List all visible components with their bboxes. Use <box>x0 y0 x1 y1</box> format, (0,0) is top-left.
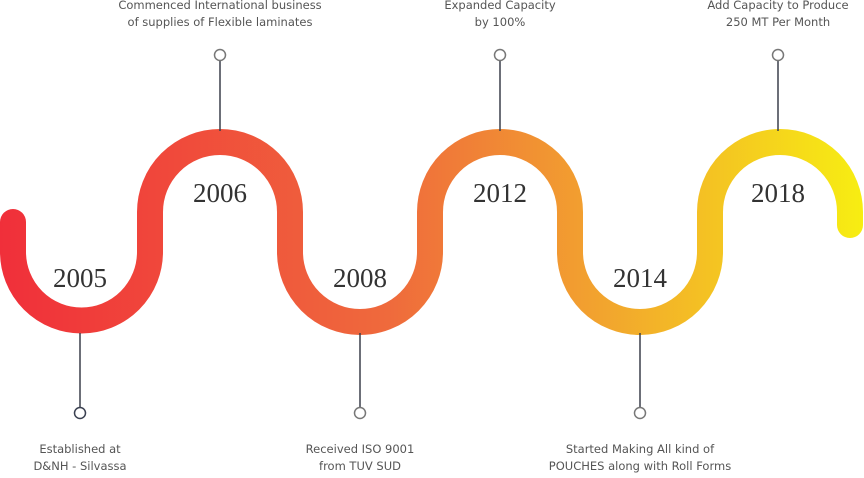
year-label: 2012 <box>473 178 527 208</box>
milestone-text: of supplies of Flexible laminates <box>128 15 313 29</box>
milestone-text: Commenced International business <box>118 0 321 12</box>
milestone-text: Started Making All kind of <box>566 442 715 456</box>
milestone-text: 250 MT Per Month <box>726 15 830 29</box>
year-label: 2018 <box>751 178 805 208</box>
milestone-text: Expanded Capacity <box>444 0 555 12</box>
node-dot <box>493 48 507 62</box>
milestone-text: POUCHES along with Roll Forms <box>549 459 731 473</box>
milestone-text: Established at <box>39 442 121 456</box>
year-label: 2008 <box>333 263 387 293</box>
node-dot <box>213 48 227 62</box>
milestone-text: Received ISO 9001 <box>306 442 415 456</box>
year-label: 2014 <box>613 263 668 293</box>
node-dot <box>771 48 785 62</box>
node-dot <box>73 406 87 420</box>
wave-path <box>0 129 863 335</box>
year-label: 2006 <box>193 178 247 208</box>
node-dot <box>633 406 647 420</box>
milestone-text: D&NH - Silvassa <box>33 459 126 473</box>
milestone-text: by 100% <box>475 15 526 29</box>
milestone-text: Add Capacity to Produce <box>707 0 848 12</box>
year-label: 2005 <box>53 263 107 293</box>
milestone-text: from TUV SUD <box>319 459 401 473</box>
node-dot <box>353 406 367 420</box>
